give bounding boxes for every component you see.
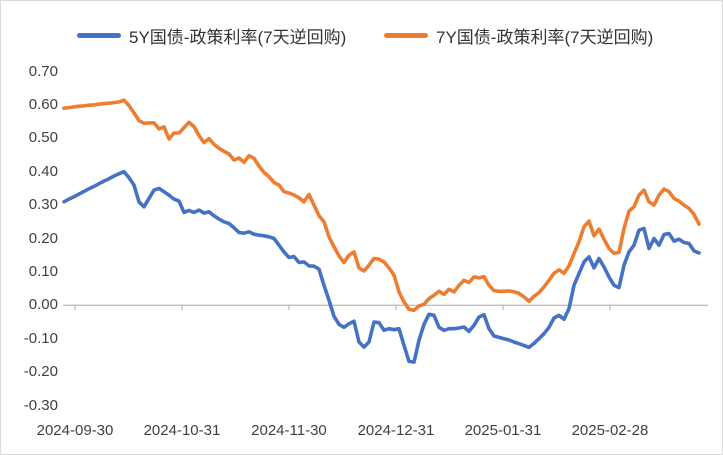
y-axis-label: -0.20 (23, 363, 58, 381)
legend-item-5y: 5Y国债-政策利率(7天逆回购) (77, 23, 346, 47)
legend-line-swatch-7y (384, 32, 428, 38)
y-axis-label: 0.00 (28, 296, 58, 314)
y-axis-label: 0.30 (28, 196, 58, 214)
y-axis-label: -0.30 (23, 396, 58, 414)
legend-item-7y: 7Y国债-政策利率(7天逆回购) (384, 23, 653, 47)
y-axis-label: 0.50 (28, 129, 58, 147)
x-axis-label: 2024-09-30 (36, 422, 114, 439)
y-axis-label: 0.20 (28, 229, 58, 247)
series-line-5y (62, 169, 701, 364)
y-axis-label: 0.60 (28, 95, 58, 113)
legend-label-7y: 7Y国债-政策利率(7天逆回购) (436, 27, 654, 47)
legend-line-swatch-5y (77, 32, 121, 38)
y-axis-label: 0.10 (28, 262, 58, 280)
x-axis-label: 2024-12-31 (357, 422, 435, 439)
x-axis-label: 2025-01-31 (464, 422, 542, 439)
chart-legend: 5Y国债-政策利率(7天逆回购) 7Y国债-政策利率(7天逆回购) (1, 23, 722, 47)
legend-label-5y: 5Y国债-政策利率(7天逆回购) (129, 27, 347, 47)
series-line-7y (62, 98, 701, 313)
x-axis-label: 2024-10-31 (143, 422, 221, 439)
x-axis-label: 2025-02-28 (571, 422, 649, 439)
y-axis-label: 0.70 (28, 62, 58, 80)
y-axis-label: -0.10 (23, 329, 58, 347)
x-axis-label: 2024-11-30 (251, 422, 327, 439)
y-axis-label: 0.40 (28, 162, 58, 180)
